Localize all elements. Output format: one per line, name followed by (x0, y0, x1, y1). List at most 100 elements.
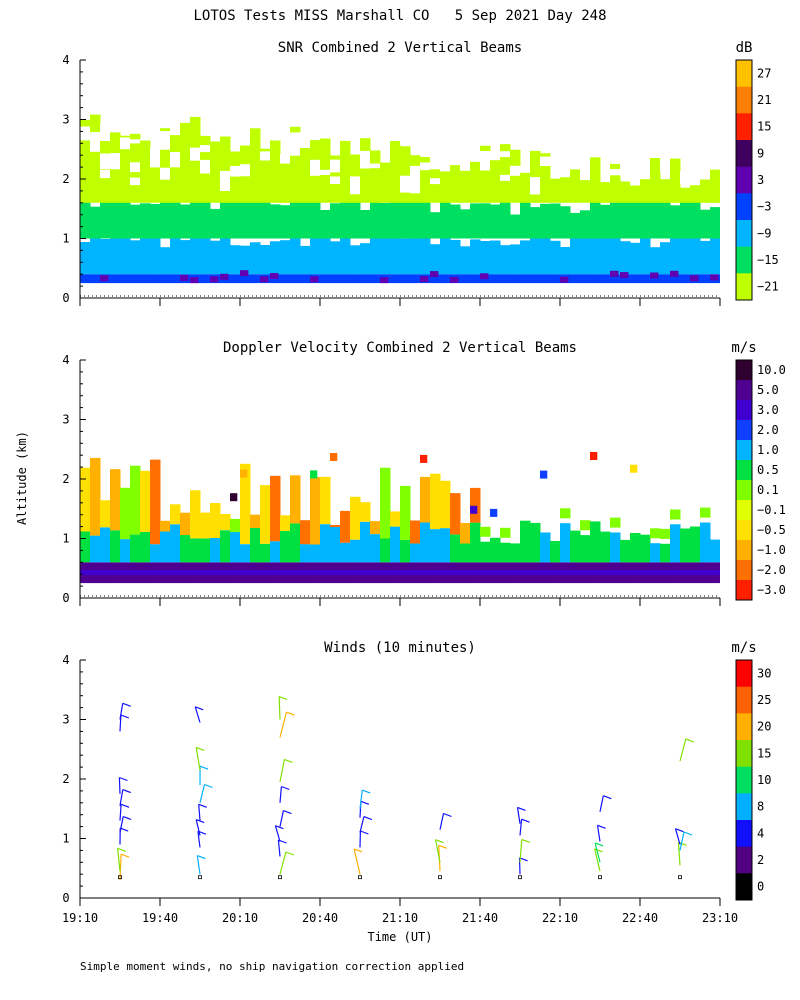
snr-cell (580, 236, 591, 275)
snr-cell (660, 179, 671, 203)
snr-cell (490, 160, 501, 203)
snr-cell (600, 182, 611, 203)
wind-barb-flag (597, 824, 606, 829)
velocity-cell (190, 490, 201, 539)
velocity-cell (310, 544, 321, 563)
snr-gap (130, 162, 141, 173)
snr-cell (390, 234, 401, 275)
wind-barb-flag (603, 795, 612, 800)
snr-cell (490, 240, 501, 275)
velocity-cell (680, 570, 691, 575)
snr-cell (710, 207, 720, 239)
wind-barb (119, 816, 124, 833)
velocity-cell (600, 531, 611, 563)
snr-gap (600, 127, 611, 136)
snr-cell (280, 205, 291, 239)
wind-barb (197, 831, 201, 848)
snr-cell (670, 236, 681, 275)
snr-cell (610, 274, 621, 284)
velocity-cell (260, 570, 271, 575)
colorbar-swatch (736, 713, 752, 741)
snr-gap (120, 137, 131, 145)
snr-cell (360, 138, 371, 203)
snr-cell (350, 274, 361, 284)
wind-barb-flag (443, 812, 452, 818)
snr-cell (590, 232, 601, 275)
snr-cell (520, 197, 531, 239)
snr-cell (210, 141, 221, 203)
snr-cell (390, 194, 401, 239)
snr-cell (650, 274, 661, 284)
snr-gap (430, 150, 441, 167)
snr-cell (500, 245, 511, 275)
snr-cell (580, 210, 591, 239)
colorbar-tick-label: 15 (757, 746, 771, 760)
colorbar-swatch (736, 460, 752, 481)
snr-cell (440, 195, 451, 239)
snr-cell (240, 270, 249, 277)
snr-cell (680, 187, 691, 203)
snr-cell (330, 274, 341, 284)
snr-cell (540, 274, 551, 284)
snr-cell (470, 239, 481, 275)
snr-cell (80, 242, 91, 275)
snr-cell (240, 193, 251, 239)
velocity-cell (130, 570, 141, 575)
snr-cell (700, 240, 711, 275)
snr-cell (320, 274, 331, 284)
snr-cell (430, 271, 439, 278)
snr-cell (590, 199, 601, 239)
snr-cell (220, 273, 229, 280)
snr-gap (100, 169, 111, 179)
snr-gap (710, 153, 720, 170)
snr-cell (270, 204, 281, 239)
velocity-cell (240, 544, 251, 563)
snr-cell (490, 274, 501, 284)
snr-cell (440, 166, 451, 203)
snr-cell (630, 274, 641, 284)
snr-cell (560, 276, 569, 283)
wind-barb (119, 804, 122, 821)
velocity-cell (260, 485, 271, 544)
wind-barb (359, 816, 365, 833)
snr-cell (680, 199, 691, 239)
snr-gap (690, 173, 701, 185)
snr-cell (410, 236, 421, 275)
snr-cell (510, 214, 521, 239)
velocity-speck (420, 454, 428, 463)
velocity-cell (670, 524, 681, 563)
snr-cell (600, 237, 611, 275)
wind-station-marker (678, 875, 682, 880)
snr-gap (310, 159, 321, 176)
velocity-cell (400, 485, 411, 540)
panel-title: Doppler Velocity Combined 2 Vertical Bea… (223, 340, 577, 356)
snr-cell (480, 273, 489, 280)
snr-cell (270, 273, 279, 279)
x-tick-label: 22:10 (542, 911, 578, 925)
wind-barb-flag (353, 848, 363, 853)
velocity-cell (670, 509, 681, 520)
velocity-cell (120, 487, 131, 540)
velocity-cell (360, 570, 371, 575)
snr-cell (80, 199, 91, 239)
wind-barb-flag (195, 746, 205, 751)
y-tick-label: 4 (62, 653, 69, 667)
colorbar-tick-label: 27 (757, 66, 771, 80)
velocity-speck (90, 504, 98, 513)
y-tick-label: 3 (62, 413, 69, 427)
snr-cell (460, 168, 471, 203)
snr-cell (640, 238, 651, 275)
snr-cell (630, 192, 641, 239)
velocity-cell (660, 570, 671, 575)
snr-cell (180, 240, 191, 275)
velocity-cell (530, 522, 541, 563)
wind-barb-flag (281, 785, 290, 791)
wind-barb (117, 848, 121, 872)
wind-barb (279, 786, 282, 803)
snr-cell (650, 272, 659, 279)
wind-barb (519, 839, 523, 863)
velocity-cell (590, 521, 601, 563)
wind-barb (274, 825, 281, 842)
snr-cell (570, 212, 581, 239)
colorbar-tick-label: −3.0 (757, 583, 786, 597)
